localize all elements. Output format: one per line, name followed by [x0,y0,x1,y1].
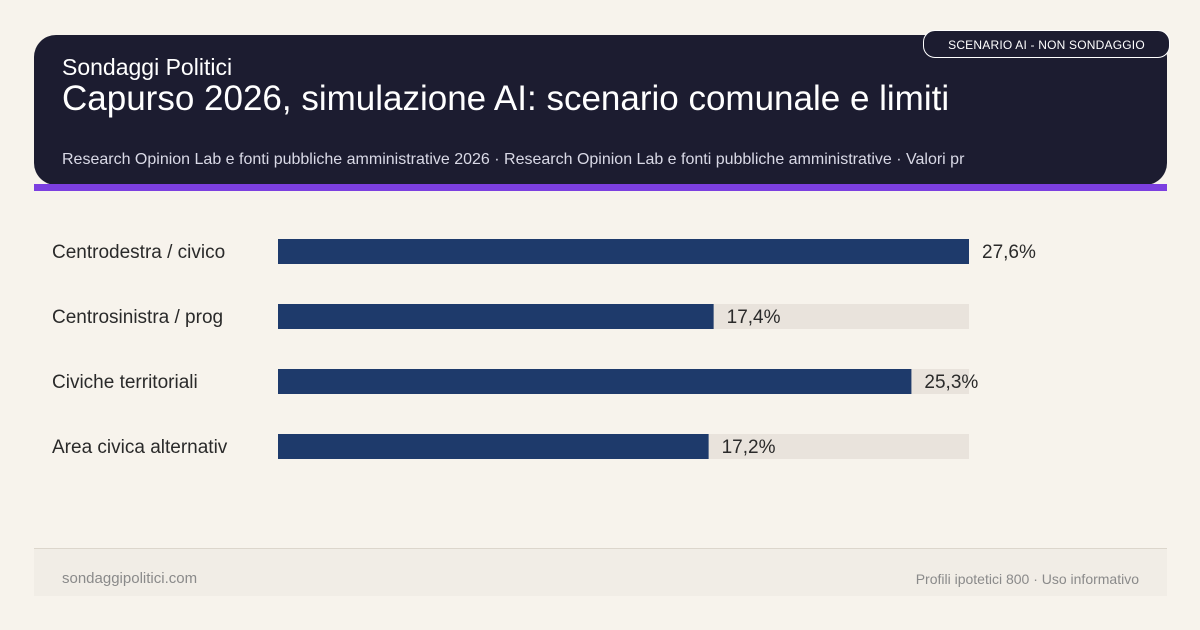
site-label: Sondaggi Politici [62,54,233,80]
category-label: Civiche territoriali [52,372,198,393]
footer-site[interactable]: sondaggipolitici.com [62,570,198,587]
footer-note: Profili ipotetici 800 · Uso informativo [915,571,1139,587]
value-label: 27,6% [982,242,1036,263]
footer: sondaggipolitici.com Profili ipotetici 8… [34,548,1167,596]
chart-title: Capurso 2026, simulazione AI: scenario c… [62,79,950,118]
category-label: Centrodestra / civico [52,242,225,263]
category-label: Area civica alternativ [52,437,228,458]
header-accent-bar [34,184,1167,191]
bar [278,369,912,394]
value-label: 17,2% [722,437,776,458]
header-banner: Sondaggi Politici Capurso 2026, simulazi… [34,35,1167,185]
bar [278,239,969,264]
value-label: 25,3% [924,372,978,393]
bar [278,434,709,459]
value-label: 17,4% [727,307,781,328]
scenario-badge: SCENARIO AI - NON SONDAGGIO [923,30,1170,58]
category-label: Centrosinistra / prog [52,307,223,328]
bar [278,304,714,329]
chart-subtitle: Research Opinion Lab e fonti pubbliche a… [62,151,965,168]
